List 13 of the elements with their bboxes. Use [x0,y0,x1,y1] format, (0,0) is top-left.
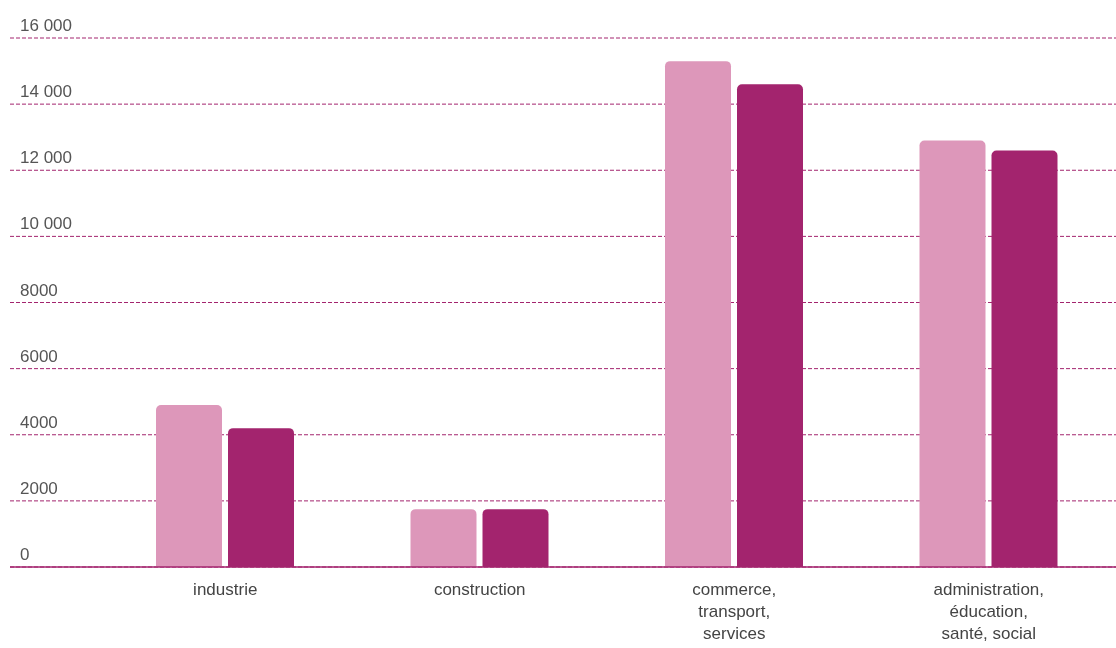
y-tick-label: 0 [20,545,30,564]
y-tick-label: 10 000 [20,214,72,234]
y-tick-label: 2000 [20,478,58,498]
x-tick-label: industrie [193,580,258,599]
x-tick-label: construction [433,580,526,599]
y-tick-label: 16 000 [20,16,72,35]
x-tick-label: commerce, transport, services [692,580,777,643]
y-tick-label: 4000 [20,412,58,432]
x-tick-label: administration, éducation, santé, social [933,580,1045,643]
y-tick-label: 12 000 [20,148,72,168]
y-tick-label: 14 000 [20,82,72,102]
y-tick-label: 6000 [20,346,58,366]
y-tick-label: 8000 [20,280,58,300]
